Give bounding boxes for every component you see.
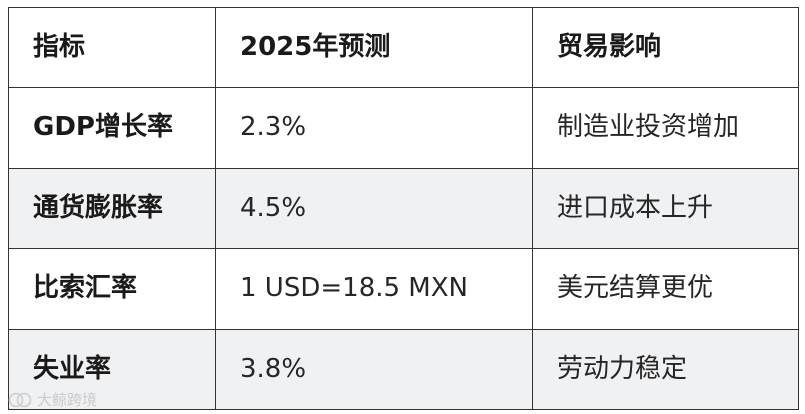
- forecast-cell: 3.8%: [215, 328, 533, 410]
- forecast-cell: 4.5%: [215, 167, 533, 249]
- header-metric: 指标: [8, 7, 216, 88]
- forecast-cell: 2.3%: [215, 87, 533, 169]
- table-row: 通货膨胀率 4.5% 进口成本上升: [8, 167, 799, 249]
- metric-cell: GDP增长率: [8, 87, 216, 169]
- table-header-row: 指标 2025年预测 贸易影响: [8, 7, 799, 88]
- metric-cell: 通货膨胀率: [8, 167, 216, 249]
- table-row: GDP增长率 2.3% 制造业投资增加: [8, 87, 799, 169]
- table-row: 比索汇率 1 USD=18.5 MXN 美元结算更优: [8, 248, 799, 330]
- forecast-cell: 1 USD=18.5 MXN: [215, 248, 533, 330]
- impact-cell: 美元结算更优: [532, 248, 799, 330]
- table-row: 失业率 3.8% 劳动力稳定: [8, 328, 799, 410]
- forecast-table-container: 指标 2025年预测 贸易影响 GDP增长率 2.3% 制造业投资增加 通货膨胀…: [8, 7, 799, 410]
- metric-cell: 失业率: [8, 328, 216, 410]
- forecast-table: 指标 2025年预测 贸易影响 GDP增长率 2.3% 制造业投资增加 通货膨胀…: [8, 7, 799, 410]
- header-forecast: 2025年预测: [215, 7, 533, 88]
- metric-cell: 比索汇率: [8, 248, 216, 330]
- header-impact: 贸易影响: [532, 7, 799, 88]
- impact-cell: 进口成本上升: [532, 167, 799, 249]
- impact-cell: 劳动力稳定: [532, 328, 799, 410]
- impact-cell: 制造业投资增加: [532, 87, 799, 169]
